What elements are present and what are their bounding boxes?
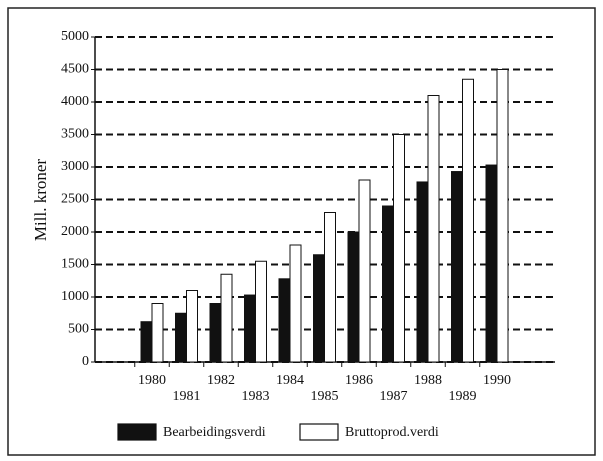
bar [313,254,325,363]
bar [289,244,302,363]
bar [462,78,474,363]
x-tick-label: 1982 [207,373,235,388]
bar [485,164,498,363]
bar [255,260,267,363]
y-tick-label: 2000 [61,224,89,239]
bar [358,179,371,363]
x-tick-label: 1990 [483,373,511,388]
bar [496,69,509,363]
bar [347,231,360,363]
x-tick-label: 1989 [449,389,477,404]
y-axis-label: Mill. kroner [31,159,50,241]
bar [140,321,153,363]
x-tick-label: 1981 [173,389,201,404]
y-tick-label: 5000 [61,29,89,44]
bar [382,205,394,363]
x-tick-label: 1985 [311,389,339,404]
x-tick-label: 1984 [276,373,304,388]
x-tick-label: 1980 [138,373,166,388]
bar [209,303,222,363]
y-tick-label: 1500 [61,257,89,272]
bar [427,95,440,363]
y-tick-label: 3000 [61,159,89,174]
y-tick-label: 3500 [61,127,89,142]
bar [278,278,291,363]
legend-label: Bruttoprod.verdi [345,425,439,440]
x-tick-label: 1987 [380,389,408,404]
bar [393,134,405,363]
frame [7,7,596,456]
bar [220,273,233,363]
bar [186,290,198,363]
legend-swatch [299,423,339,441]
legend-swatch [117,423,157,441]
x-tick-label: 1988 [414,373,442,388]
x-tick-label: 1983 [242,389,270,404]
y-tick-label: 2500 [61,192,89,207]
y-tick-label: 4000 [61,94,89,109]
bar [324,212,336,363]
y-tick-label: 4500 [61,62,89,77]
legend-label: Bearbeidingsverdi [163,425,266,440]
bar [175,312,187,363]
bar [244,294,256,363]
y-tick-label: 500 [68,322,89,337]
bar [451,171,463,363]
bar [151,303,164,363]
bar [416,181,429,363]
x-tick-label: 1986 [345,373,373,388]
y-tick-label: 1000 [61,289,89,304]
y-tick-label: 0 [82,354,89,369]
